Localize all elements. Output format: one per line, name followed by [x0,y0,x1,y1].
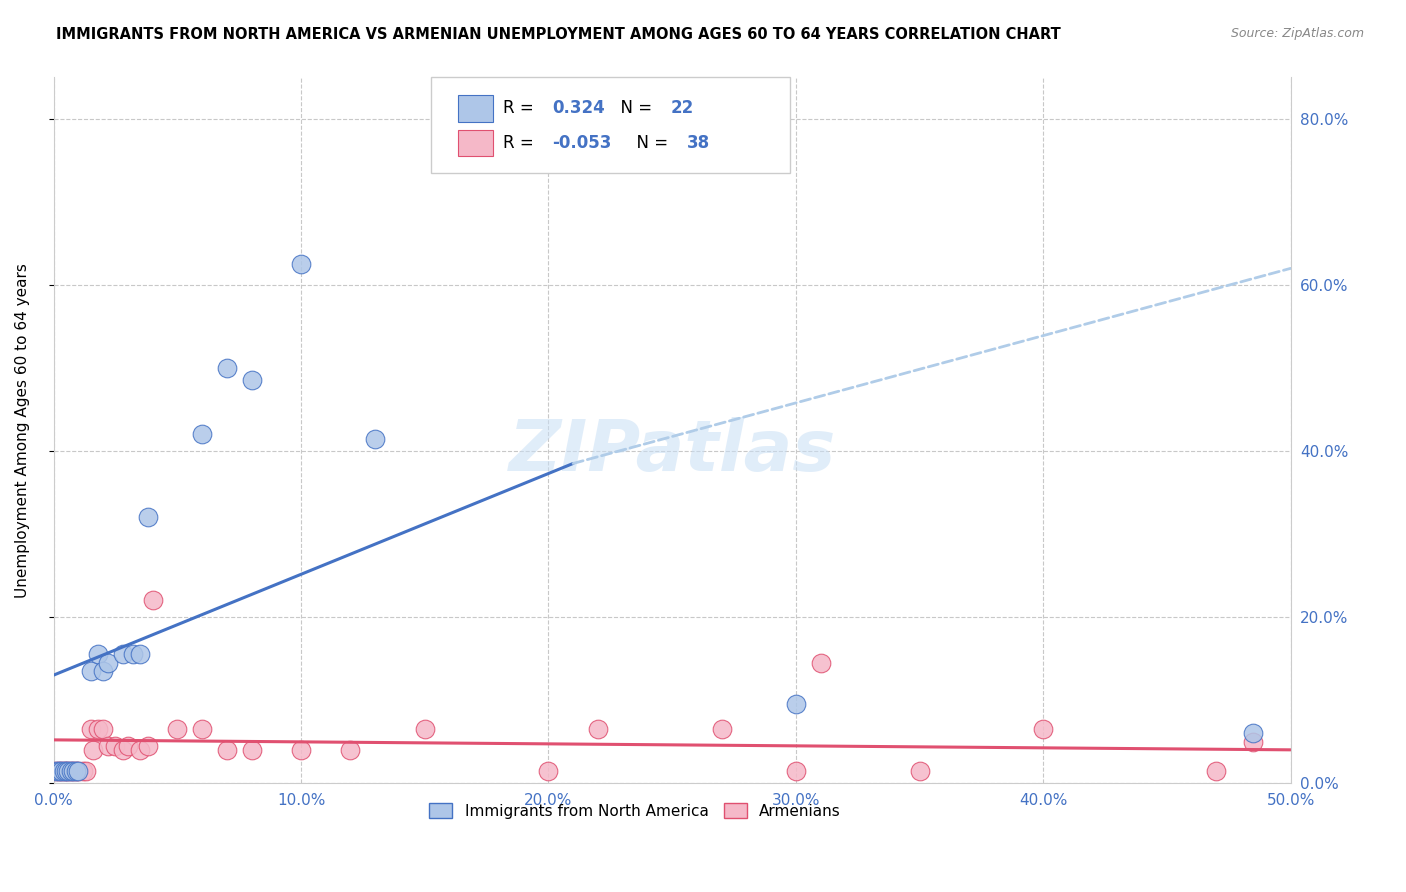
Point [91,722,114,736]
Point [59,764,82,778]
Text: R =: R = [502,134,538,152]
Point [129,743,152,757]
Text: 22: 22 [671,100,695,118]
Point [191,427,214,442]
FancyBboxPatch shape [430,78,790,173]
Point [45,764,67,778]
Point [49,764,72,778]
Text: R =: R = [502,100,538,118]
Text: N =: N = [610,100,658,118]
Point [52,764,75,778]
Point [537,764,560,778]
Point [191,722,214,736]
Point [710,722,733,736]
Point [1243,734,1265,748]
Point [1032,722,1054,736]
Point [339,743,361,757]
Point [136,739,159,753]
Point [97,739,120,753]
Point [785,697,807,711]
Text: IMMIGRANTS FROM NORTH AMERICA VS ARMENIAN UNEMPLOYMENT AMONG AGES 60 TO 64 YEARS: IMMIGRANTS FROM NORTH AMERICA VS ARMENIA… [56,27,1062,42]
Legend: Immigrants from North America, Armenians: Immigrants from North America, Armenians [423,797,846,825]
Y-axis label: Unemployment Among Ages 60 to 64 years: Unemployment Among Ages 60 to 64 years [15,263,30,598]
Text: Source: ZipAtlas.com: Source: ZipAtlas.com [1230,27,1364,40]
Point [166,722,188,736]
FancyBboxPatch shape [458,95,492,122]
Point [1205,764,1227,778]
Text: N =: N = [626,134,673,152]
Point [121,648,143,662]
Point [215,743,238,757]
Point [142,593,165,607]
Point [1243,726,1265,740]
Point [785,764,807,778]
Point [87,648,110,662]
Point [55,764,77,778]
Point [111,648,134,662]
Point [413,722,436,736]
Point [48,764,70,778]
Point [91,664,114,678]
Point [908,764,931,778]
Point [65,764,87,778]
Point [62,764,84,778]
Point [72,764,94,778]
Point [55,764,77,778]
Point [75,764,97,778]
Point [58,764,80,778]
Point [58,764,80,778]
Point [215,361,238,376]
Point [82,743,104,757]
Point [62,764,84,778]
Text: -0.053: -0.053 [553,134,612,152]
Point [52,764,75,778]
Point [104,739,127,753]
Text: 38: 38 [688,134,710,152]
Point [240,743,263,757]
Point [80,664,103,678]
Point [111,743,134,757]
Text: ZIPatlas: ZIPatlas [509,417,835,486]
Point [290,743,312,757]
Point [59,764,82,778]
Point [136,510,159,524]
Point [80,722,103,736]
Point [49,764,72,778]
Point [240,373,263,387]
Text: 0.324: 0.324 [553,100,605,118]
Point [586,722,609,736]
Point [97,656,120,670]
Point [48,764,70,778]
Point [87,722,110,736]
Point [364,432,387,446]
Point [290,257,312,271]
FancyBboxPatch shape [458,129,492,156]
Point [810,656,832,670]
Point [45,764,67,778]
Point [67,764,90,778]
Point [129,648,152,662]
Point [67,764,90,778]
Point [117,739,139,753]
Point [65,764,87,778]
